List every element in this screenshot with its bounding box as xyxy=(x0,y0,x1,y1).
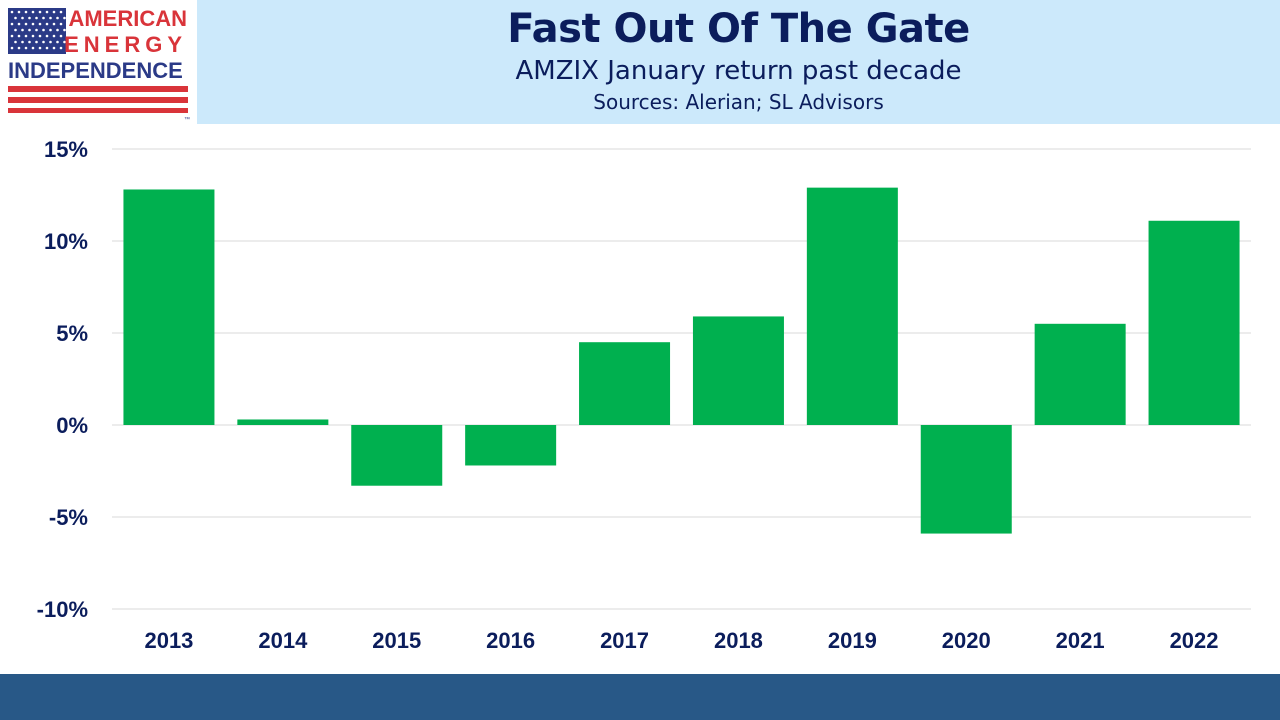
flag-star xyxy=(59,34,63,38)
y-tick-label: 15% xyxy=(44,137,88,162)
flag-star xyxy=(24,10,28,14)
flag-star xyxy=(24,34,28,38)
bar-chart: 15% 10% 5% 0% -5% -10% 2013 2014 2015 2016 2017 201… xyxy=(37,137,1251,653)
flag-star xyxy=(10,34,14,38)
x-tick-label: 2015 xyxy=(372,628,421,653)
x-tick-label: 2013 xyxy=(144,628,193,653)
x-tick-label: 2016 xyxy=(486,628,535,653)
flag-star xyxy=(49,40,52,44)
x-tick-label: 2022 xyxy=(1170,628,1219,653)
bar xyxy=(806,187,898,425)
flag-star xyxy=(14,16,17,20)
flag-star xyxy=(35,16,38,20)
flag-star xyxy=(52,34,56,38)
logo-trademark: ™ xyxy=(184,116,190,123)
flag-star xyxy=(31,34,35,38)
flag-star xyxy=(28,40,31,44)
footer-bar xyxy=(0,674,1280,720)
american-energy-independence-logo: AMERICAN ENERGY INDEPENDENCE ™ xyxy=(8,6,190,123)
flag-star xyxy=(42,16,45,20)
logo-line3: INDEPENDENCE xyxy=(8,58,183,83)
flag-star xyxy=(59,22,63,26)
x-tick-label: 2021 xyxy=(1056,628,1105,653)
x-tick-label: 2014 xyxy=(258,628,308,653)
flag-star xyxy=(42,40,45,44)
flag-star xyxy=(14,28,17,32)
flag-star xyxy=(38,46,42,50)
flag-star xyxy=(17,46,21,50)
flag-star xyxy=(56,16,59,20)
flag-star xyxy=(52,10,56,14)
bar xyxy=(237,419,329,425)
flag-star xyxy=(52,46,56,50)
flag-star xyxy=(10,22,14,26)
x-tick-label: 2020 xyxy=(942,628,991,653)
flag-star xyxy=(59,46,63,50)
flag-star xyxy=(14,40,17,44)
flag-star xyxy=(63,40,66,44)
bar xyxy=(692,316,784,425)
flag-star xyxy=(45,34,49,38)
flag-stripe-3 xyxy=(8,108,188,113)
y-tick-label: 10% xyxy=(44,229,88,254)
x-tick-label: 2018 xyxy=(714,628,763,653)
flag-star xyxy=(17,34,21,38)
flag-star xyxy=(45,46,49,50)
y-tick-label: -10% xyxy=(37,597,88,622)
flag-star xyxy=(10,46,14,50)
bar xyxy=(465,425,557,466)
flag-star xyxy=(38,34,42,38)
y-tick-label: 0% xyxy=(56,413,88,438)
flag-star xyxy=(21,28,24,32)
flag-star xyxy=(35,40,38,44)
flag-star xyxy=(56,40,59,44)
flag-star xyxy=(38,22,42,26)
y-tick-label: -5% xyxy=(49,505,88,530)
flag-star xyxy=(45,10,49,14)
flag-star xyxy=(28,16,31,20)
flag-star xyxy=(38,10,42,14)
logo-line2: ENERGY xyxy=(64,32,187,57)
flag-star xyxy=(21,16,24,20)
flag-star xyxy=(17,22,21,26)
page-title: Fast Out Of The Gate xyxy=(507,6,970,52)
flag-star xyxy=(17,10,21,14)
bar xyxy=(920,425,1012,534)
flag-star xyxy=(63,16,66,20)
flag-star xyxy=(28,28,31,32)
x-tick-label: 2017 xyxy=(600,628,649,653)
flag-star xyxy=(31,22,35,26)
bar xyxy=(579,342,671,425)
flag-star xyxy=(49,16,52,20)
flag-star xyxy=(52,22,56,26)
bar xyxy=(123,189,215,425)
bar xyxy=(1148,220,1240,425)
flag-star xyxy=(49,28,52,32)
logo-line1: AMERICAN xyxy=(68,6,187,31)
y-tick-label: 5% xyxy=(56,321,88,346)
flag-star xyxy=(42,28,45,32)
flag-star xyxy=(10,10,14,14)
flag-star xyxy=(45,22,49,26)
flag-star xyxy=(31,10,35,14)
bar xyxy=(351,425,443,486)
flag-star xyxy=(31,46,35,50)
x-tick-label: 2019 xyxy=(828,628,877,653)
flag-star xyxy=(24,22,28,26)
flag-star xyxy=(35,28,38,32)
flag-star xyxy=(21,40,24,44)
flag-star xyxy=(56,28,59,32)
page-subtitle: AMZIX January return past decade xyxy=(515,56,962,86)
flag-stars xyxy=(10,10,66,50)
logo: AMERICAN ENERGY INDEPENDENCE ™ xyxy=(0,0,197,124)
flag-stripe-2 xyxy=(8,97,188,103)
bar xyxy=(1034,323,1126,425)
flag-stripe-1 xyxy=(8,86,188,92)
flag-star xyxy=(24,46,28,50)
sources-note: Sources: Alerian; SL Advisors xyxy=(593,90,884,114)
flag-star xyxy=(59,10,63,14)
flag-star xyxy=(63,28,66,32)
header-banner: Fast Out Of The Gate AMZIX January retur… xyxy=(197,0,1280,124)
